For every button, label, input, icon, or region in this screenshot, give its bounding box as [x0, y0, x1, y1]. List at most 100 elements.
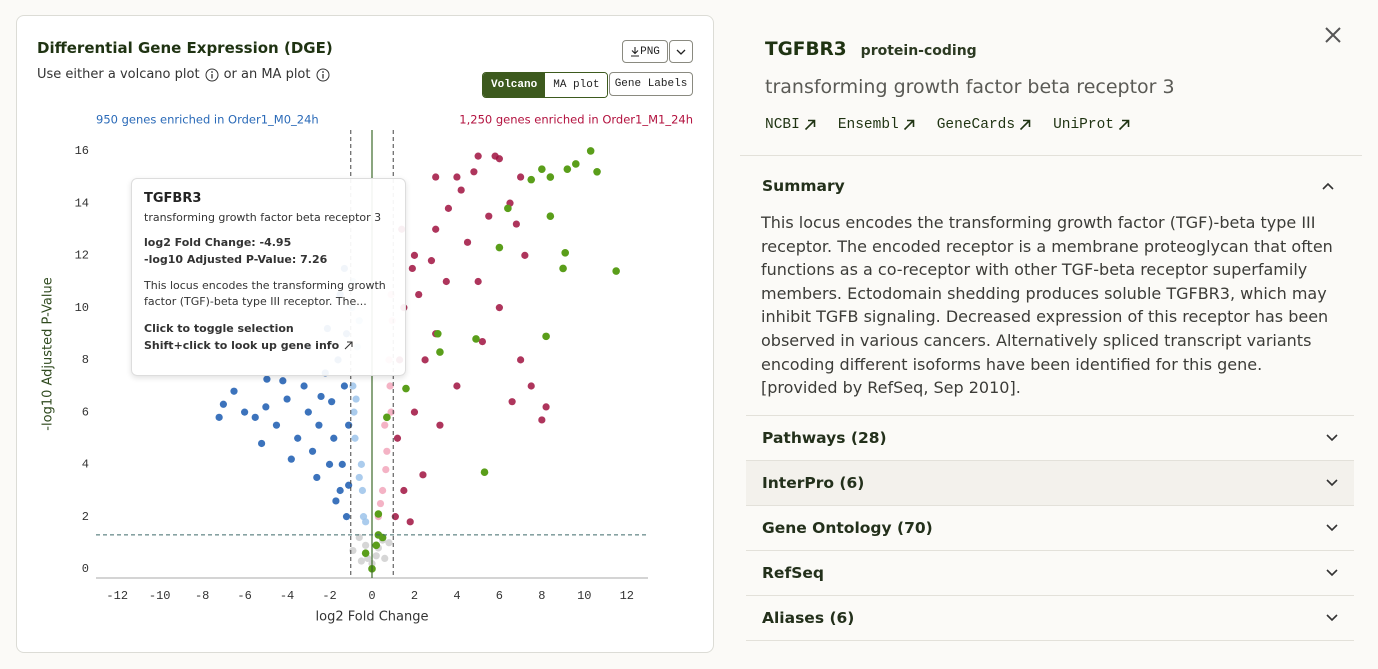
tooltip-gene: TGFBR3	[144, 191, 202, 206]
data-point	[376, 499, 385, 508]
data-point	[355, 533, 363, 542]
data-point	[317, 392, 325, 401]
data-point	[315, 421, 323, 429]
tooltip-fc: log2 Fold Change: -4.95	[144, 236, 393, 249]
info-icon[interactable]	[205, 68, 219, 82]
data-point	[542, 403, 550, 411]
data-point	[325, 460, 334, 468]
y-tick-label: 12	[75, 249, 89, 263]
x-axis-label: log2 Fold Change	[316, 610, 429, 625]
data-point	[385, 539, 393, 547]
data-point	[357, 460, 365, 468]
data-point	[272, 421, 281, 429]
chevron-down	[1326, 614, 1338, 622]
data-point	[517, 173, 525, 181]
volcano-plot: 0 2 4 6 8 10 12 14 16 -12 -10 -8 -6 -4 -2 0 2 4 6 8 10 12 log2…	[41, 113, 694, 625]
y-tick-label: 14	[75, 196, 89, 210]
info-icon[interactable]	[316, 68, 330, 82]
data-point	[546, 212, 555, 221]
close-button[interactable]	[1324, 26, 1342, 44]
data-point	[432, 225, 440, 233]
tooltip-p: -log10 Adjusted P-Value: 7.26	[144, 253, 393, 266]
external-link[interactable]: NCBI	[765, 117, 816, 133]
gene-labels-button[interactable]: Gene Labels	[609, 72, 693, 96]
data-point	[436, 348, 444, 356]
data-point	[442, 277, 450, 286]
accordion-row[interactable]: Gene Ontology (70)	[746, 505, 1354, 550]
data-point	[495, 304, 503, 312]
y-tick-label: 16	[75, 144, 89, 158]
external-link[interactable]: Ensembl	[838, 117, 915, 133]
data-point	[453, 173, 461, 181]
x-tick-label: 2	[411, 589, 418, 603]
data-point	[400, 486, 408, 495]
data-point	[361, 549, 370, 557]
divider	[746, 640, 1354, 641]
tooltip: TGFBR3 transforming growth factor beta r…	[131, 178, 406, 376]
tooltip-name: transforming growth factor beta receptor…	[144, 211, 382, 224]
data-point	[612, 267, 620, 275]
data-point	[512, 220, 520, 228]
y-axis-label: -log10 Adjusted P-Value	[41, 277, 56, 430]
data-point	[485, 212, 493, 220]
volcano-button[interactable]: Volcano	[483, 73, 546, 97]
p-label: -log10 Adjusted P-Value:	[144, 253, 297, 266]
x-tick-label: -10	[149, 589, 171, 603]
y-tick-label: 0	[82, 562, 89, 576]
x-tick-label: 4	[453, 589, 460, 603]
data-point	[330, 434, 338, 442]
data-point	[521, 251, 529, 259]
ma-button[interactable]: MA plot	[545, 73, 608, 97]
data-point	[538, 165, 546, 173]
png-button[interactable]: PNG	[622, 40, 668, 63]
data-point	[287, 455, 295, 463]
data-point	[283, 395, 291, 403]
data-point	[586, 147, 595, 155]
accordion-row[interactable]: RefSeq	[746, 550, 1354, 595]
x-tick-label: -2	[322, 589, 336, 603]
data-point	[358, 486, 367, 495]
data-point	[381, 554, 389, 563]
data-point	[434, 329, 442, 338]
section-title: Gene Ontology (70)	[762, 519, 933, 537]
accordion-row[interactable]: Aliases (6)	[746, 595, 1354, 640]
data-point	[432, 173, 440, 181]
link-text: Ensembl	[837, 117, 899, 133]
data-point	[527, 175, 536, 184]
data-point	[362, 541, 370, 549]
data-point	[342, 513, 351, 521]
data-point	[457, 186, 465, 194]
summary-text: This locus encodes the transforming grow…	[761, 213, 1333, 398]
accordion-row[interactable]: InterPro (6)	[746, 460, 1354, 505]
tooltip-summary: This locus encodes the transforming grow…	[144, 279, 386, 308]
data-point	[262, 403, 270, 411]
data-point	[374, 510, 383, 518]
data-point	[463, 238, 472, 246]
plot-toggle: Volcano MA plot	[482, 72, 609, 98]
x-tick-label: 10	[577, 589, 591, 603]
data-point	[383, 447, 391, 455]
tooltip-hint-row: Shift+click to look up gene info	[144, 339, 393, 352]
chevron-up	[1322, 182, 1334, 190]
data-point	[251, 413, 259, 421]
chevron-down	[1326, 569, 1338, 577]
data-point	[294, 434, 302, 442]
data-point	[362, 518, 370, 526]
png-dropdown[interactable]	[669, 40, 693, 63]
data-point	[352, 395, 360, 403]
external-link[interactable]: UniProt	[1053, 117, 1130, 133]
data-point	[258, 439, 266, 448]
data-point	[263, 375, 271, 383]
data-point	[308, 447, 317, 455]
data-point	[338, 460, 346, 468]
data-point	[230, 387, 238, 395]
data-point	[355, 473, 363, 482]
summary-header[interactable]: Summary	[762, 177, 1334, 195]
external-link[interactable]: GeneCards	[937, 117, 1031, 133]
gene-links: NCBI Ensembl GeneCards UniProt	[765, 113, 1152, 133]
data-point	[379, 486, 387, 495]
divider	[740, 155, 1362, 156]
accordion-row[interactable]: Pathways (28)	[746, 415, 1354, 460]
data-point	[538, 416, 546, 424]
data-point	[410, 408, 419, 416]
